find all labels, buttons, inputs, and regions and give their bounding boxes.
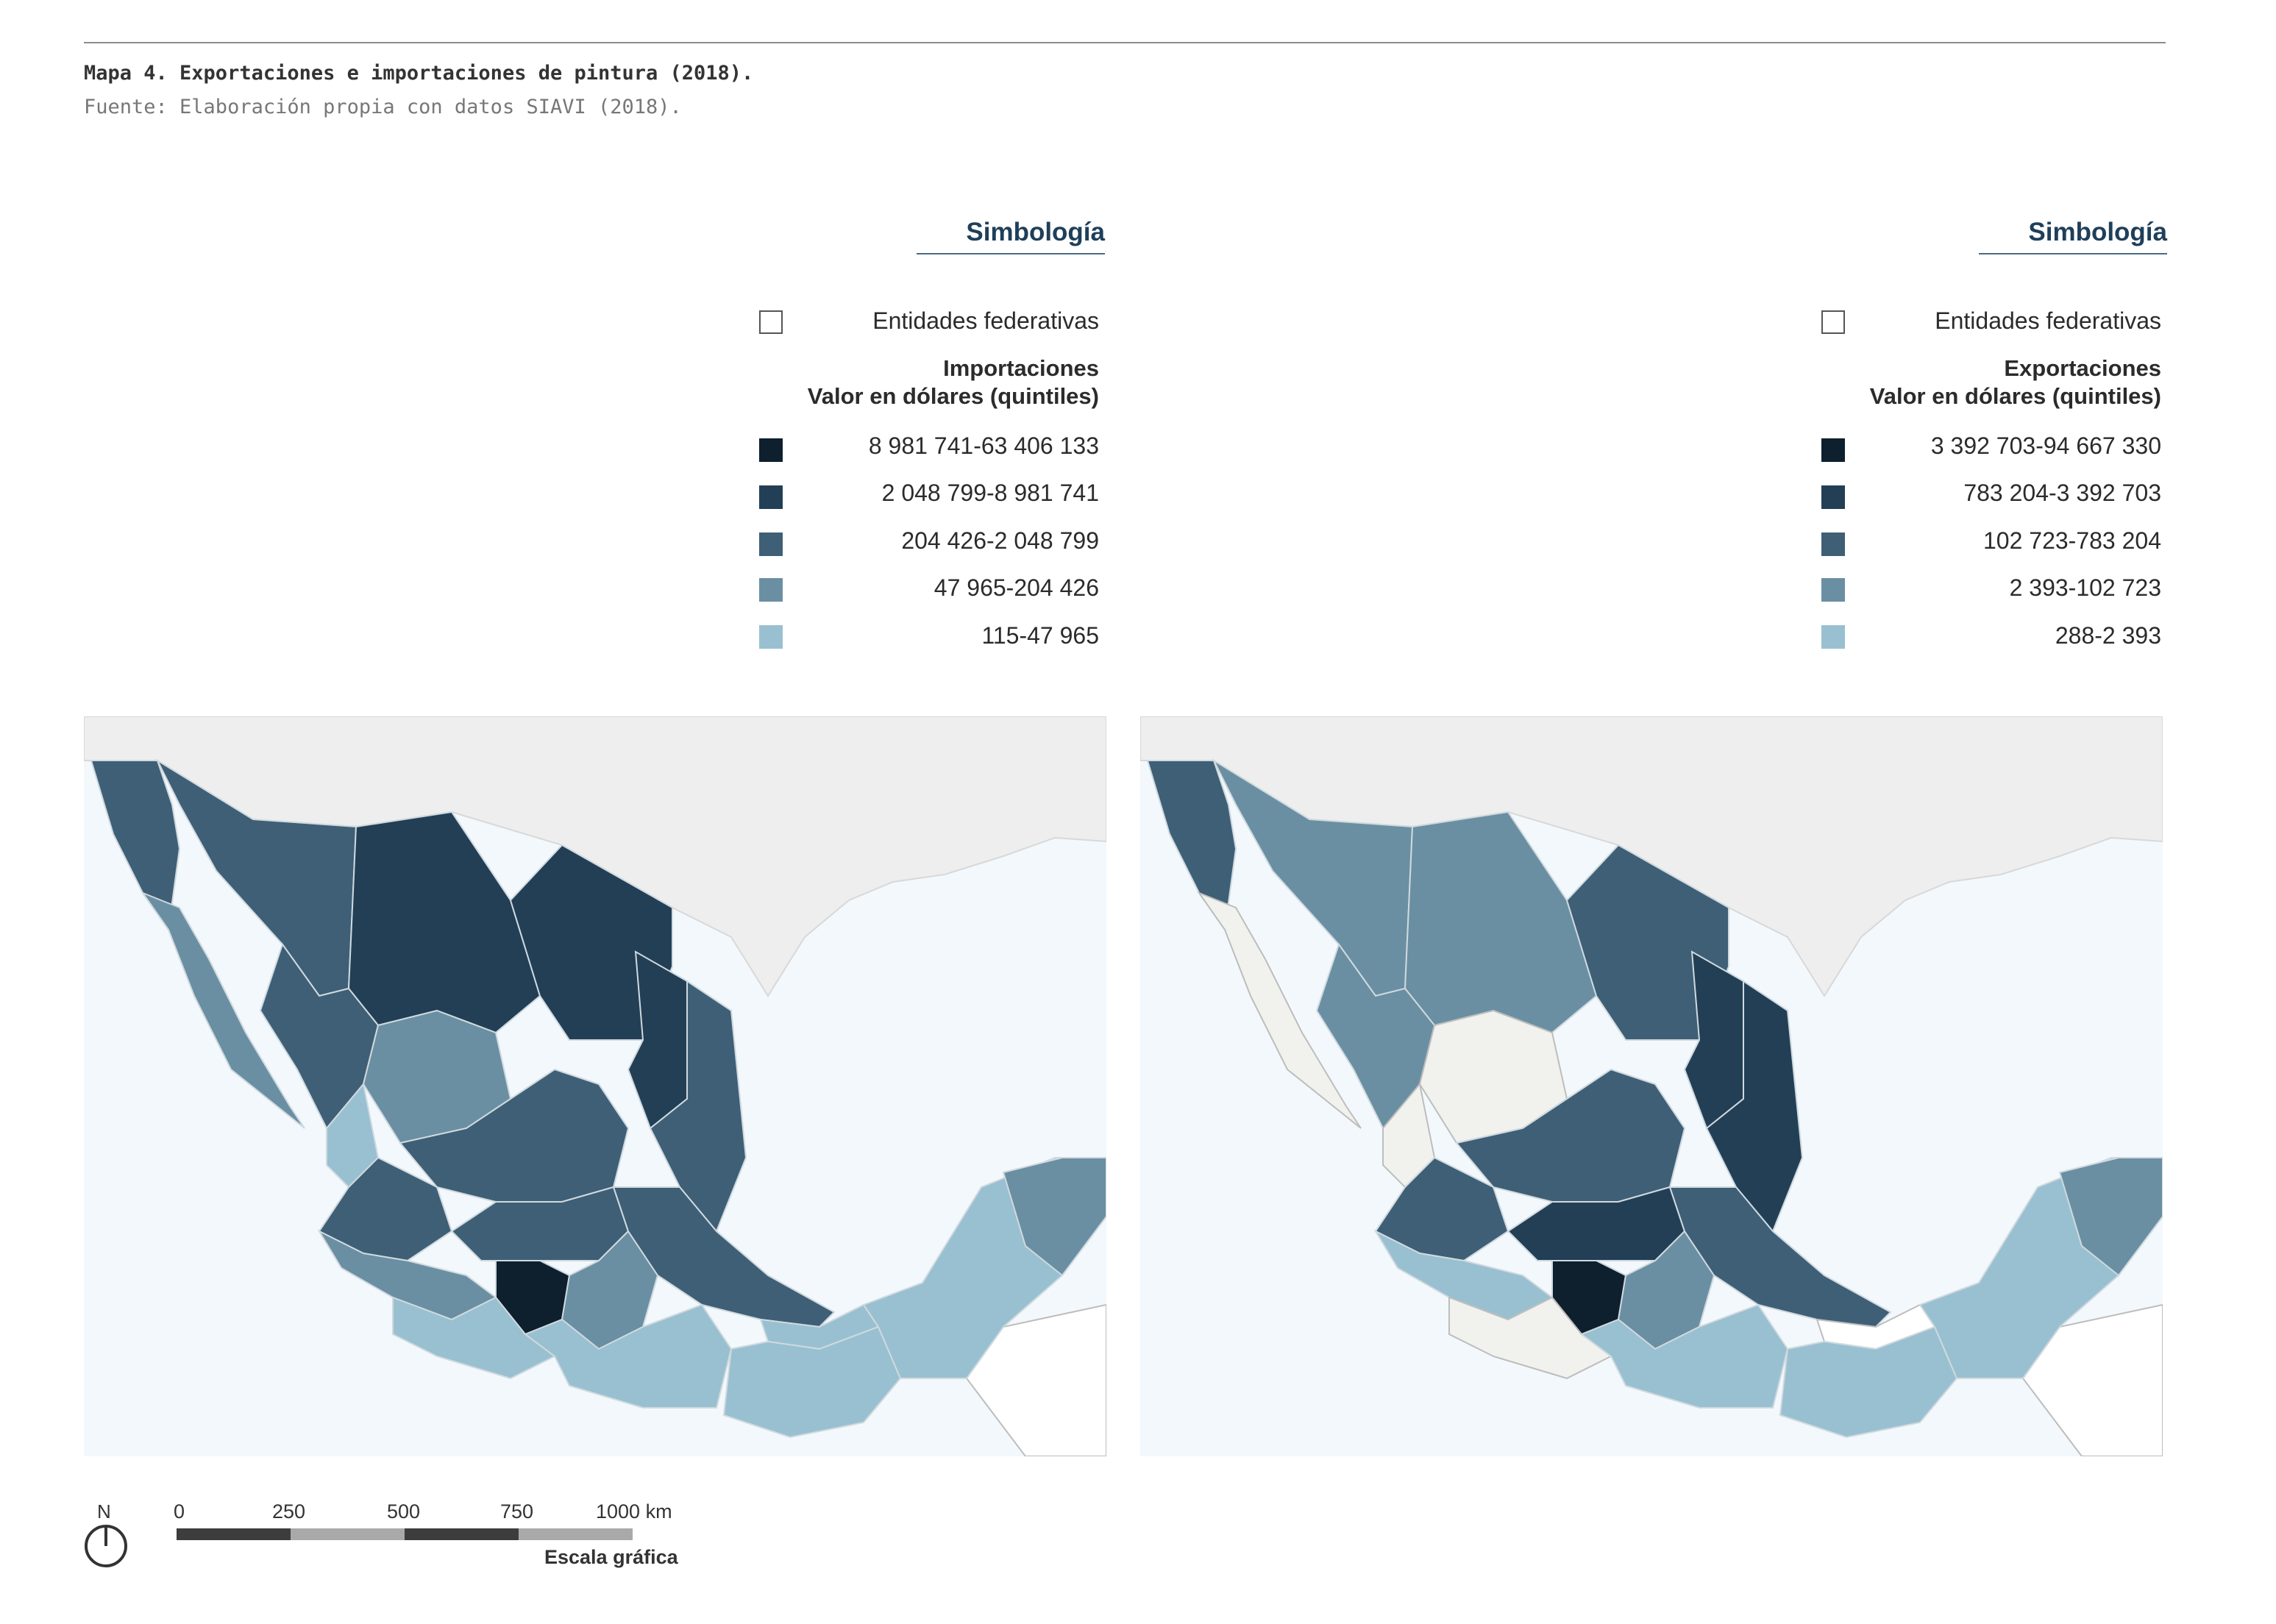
legend-label-entities: Entidades federativas <box>872 307 1099 334</box>
state-baja-california <box>1146 760 1237 932</box>
state-quintana-roo <box>2058 1157 2163 1277</box>
legend-swatch-entities <box>759 310 783 334</box>
legend-title-underline <box>917 253 1105 254</box>
state-baja-california <box>90 760 181 932</box>
north-label: N <box>97 1500 111 1522</box>
state-baja-california-sur <box>1197 891 1362 1129</box>
state-quintana-roo <box>1002 1157 1106 1277</box>
scale-segment-2 <box>291 1528 405 1540</box>
top-rule <box>84 42 2166 43</box>
scale-title: Escala gráfica <box>544 1546 678 1568</box>
legend-title: Simbología <box>966 218 1105 246</box>
legend-heading: Importaciones Valor en dólares (quintile… <box>808 355 1099 410</box>
legend-swatch-q1 <box>1821 625 1845 649</box>
legend-swatch-q4 <box>1821 485 1845 509</box>
scale-segment-3 <box>405 1528 519 1540</box>
central-america <box>965 1303 1106 1456</box>
legend-heading-line1: Importaciones <box>943 355 1099 381</box>
legend-heading-line1: Exportaciones <box>2004 355 2161 381</box>
legend-swatch-q2 <box>1821 578 1845 602</box>
map-exports <box>1140 716 2163 1456</box>
legend-swatch-q5 <box>759 438 783 462</box>
legend-swatch-q5 <box>1821 438 1845 462</box>
legend-imports: Simbología Entidades federativas Importa… <box>759 218 1105 659</box>
legend-swatch-q3 <box>759 533 783 556</box>
legend-label-q5: 8 981 741-63 406 133 <box>868 432 1099 459</box>
state-baja-california-sur <box>141 891 305 1129</box>
legend-swatch-q3 <box>1821 533 1845 556</box>
state-central-north <box>399 1068 630 1203</box>
legend-label-entities: Entidades federativas <box>1935 307 2161 334</box>
scale-tick-750: 750 <box>500 1500 534 1522</box>
scale-bar: 0 250 500 750 1000 km Escala gráfica <box>174 1500 691 1574</box>
legend-exports: Simbología Entidades federativas Exporta… <box>1821 218 2167 659</box>
legend-label-q4: 2 048 799-8 981 741 <box>881 480 1099 506</box>
legend-label-q1: 115-47 965 <box>981 622 1099 649</box>
legend-label-q5: 3 392 703-94 667 330 <box>1930 432 2161 459</box>
legend-heading-line2: Valor en dólares (quintiles) <box>1869 383 2161 409</box>
legend-title: Simbología <box>2028 218 2167 246</box>
legend-heading-line2: Valor en dólares (quintiles) <box>807 383 1099 409</box>
scale-tick-0: 0 <box>174 1500 185 1522</box>
legend-label-q3: 204 426-2 048 799 <box>901 527 1099 554</box>
legend-title-underline <box>1979 253 2167 254</box>
map-caption: Mapa 4. Exportaciones e importaciones de… <box>84 62 754 85</box>
legend-heading: Exportaciones Valor en dólares (quintile… <box>1870 355 2161 410</box>
legend-label-q1: 288-2 393 <box>2055 622 2161 649</box>
legend-swatch-q1 <box>759 625 783 649</box>
central-america <box>2021 1303 2163 1456</box>
legend-swatch-q2 <box>759 578 783 602</box>
legend-label-q2: 2 393-102 723 <box>2009 574 2161 601</box>
scale-segment-4 <box>519 1528 633 1540</box>
legend-swatch-entities <box>1821 310 1845 334</box>
map-imports <box>84 716 1106 1456</box>
scale-tick-1000: 1000 km <box>596 1500 672 1522</box>
legend-label-q3: 102 723-783 204 <box>1983 527 2161 554</box>
state-central-north <box>1455 1068 1686 1203</box>
legend-label-q4: 783 204-3 392 703 <box>1963 480 2161 506</box>
map-source: Fuente: Elaboración propia con datos SIA… <box>84 96 682 118</box>
scale-tick-500: 500 <box>387 1500 421 1522</box>
scale-segment-1 <box>177 1528 291 1540</box>
compass-icon <box>85 1525 127 1567</box>
legend-label-q2: 47 965-204 426 <box>933 574 1099 601</box>
legend-swatch-q4 <box>759 485 783 509</box>
scale-tick-250: 250 <box>272 1500 306 1522</box>
